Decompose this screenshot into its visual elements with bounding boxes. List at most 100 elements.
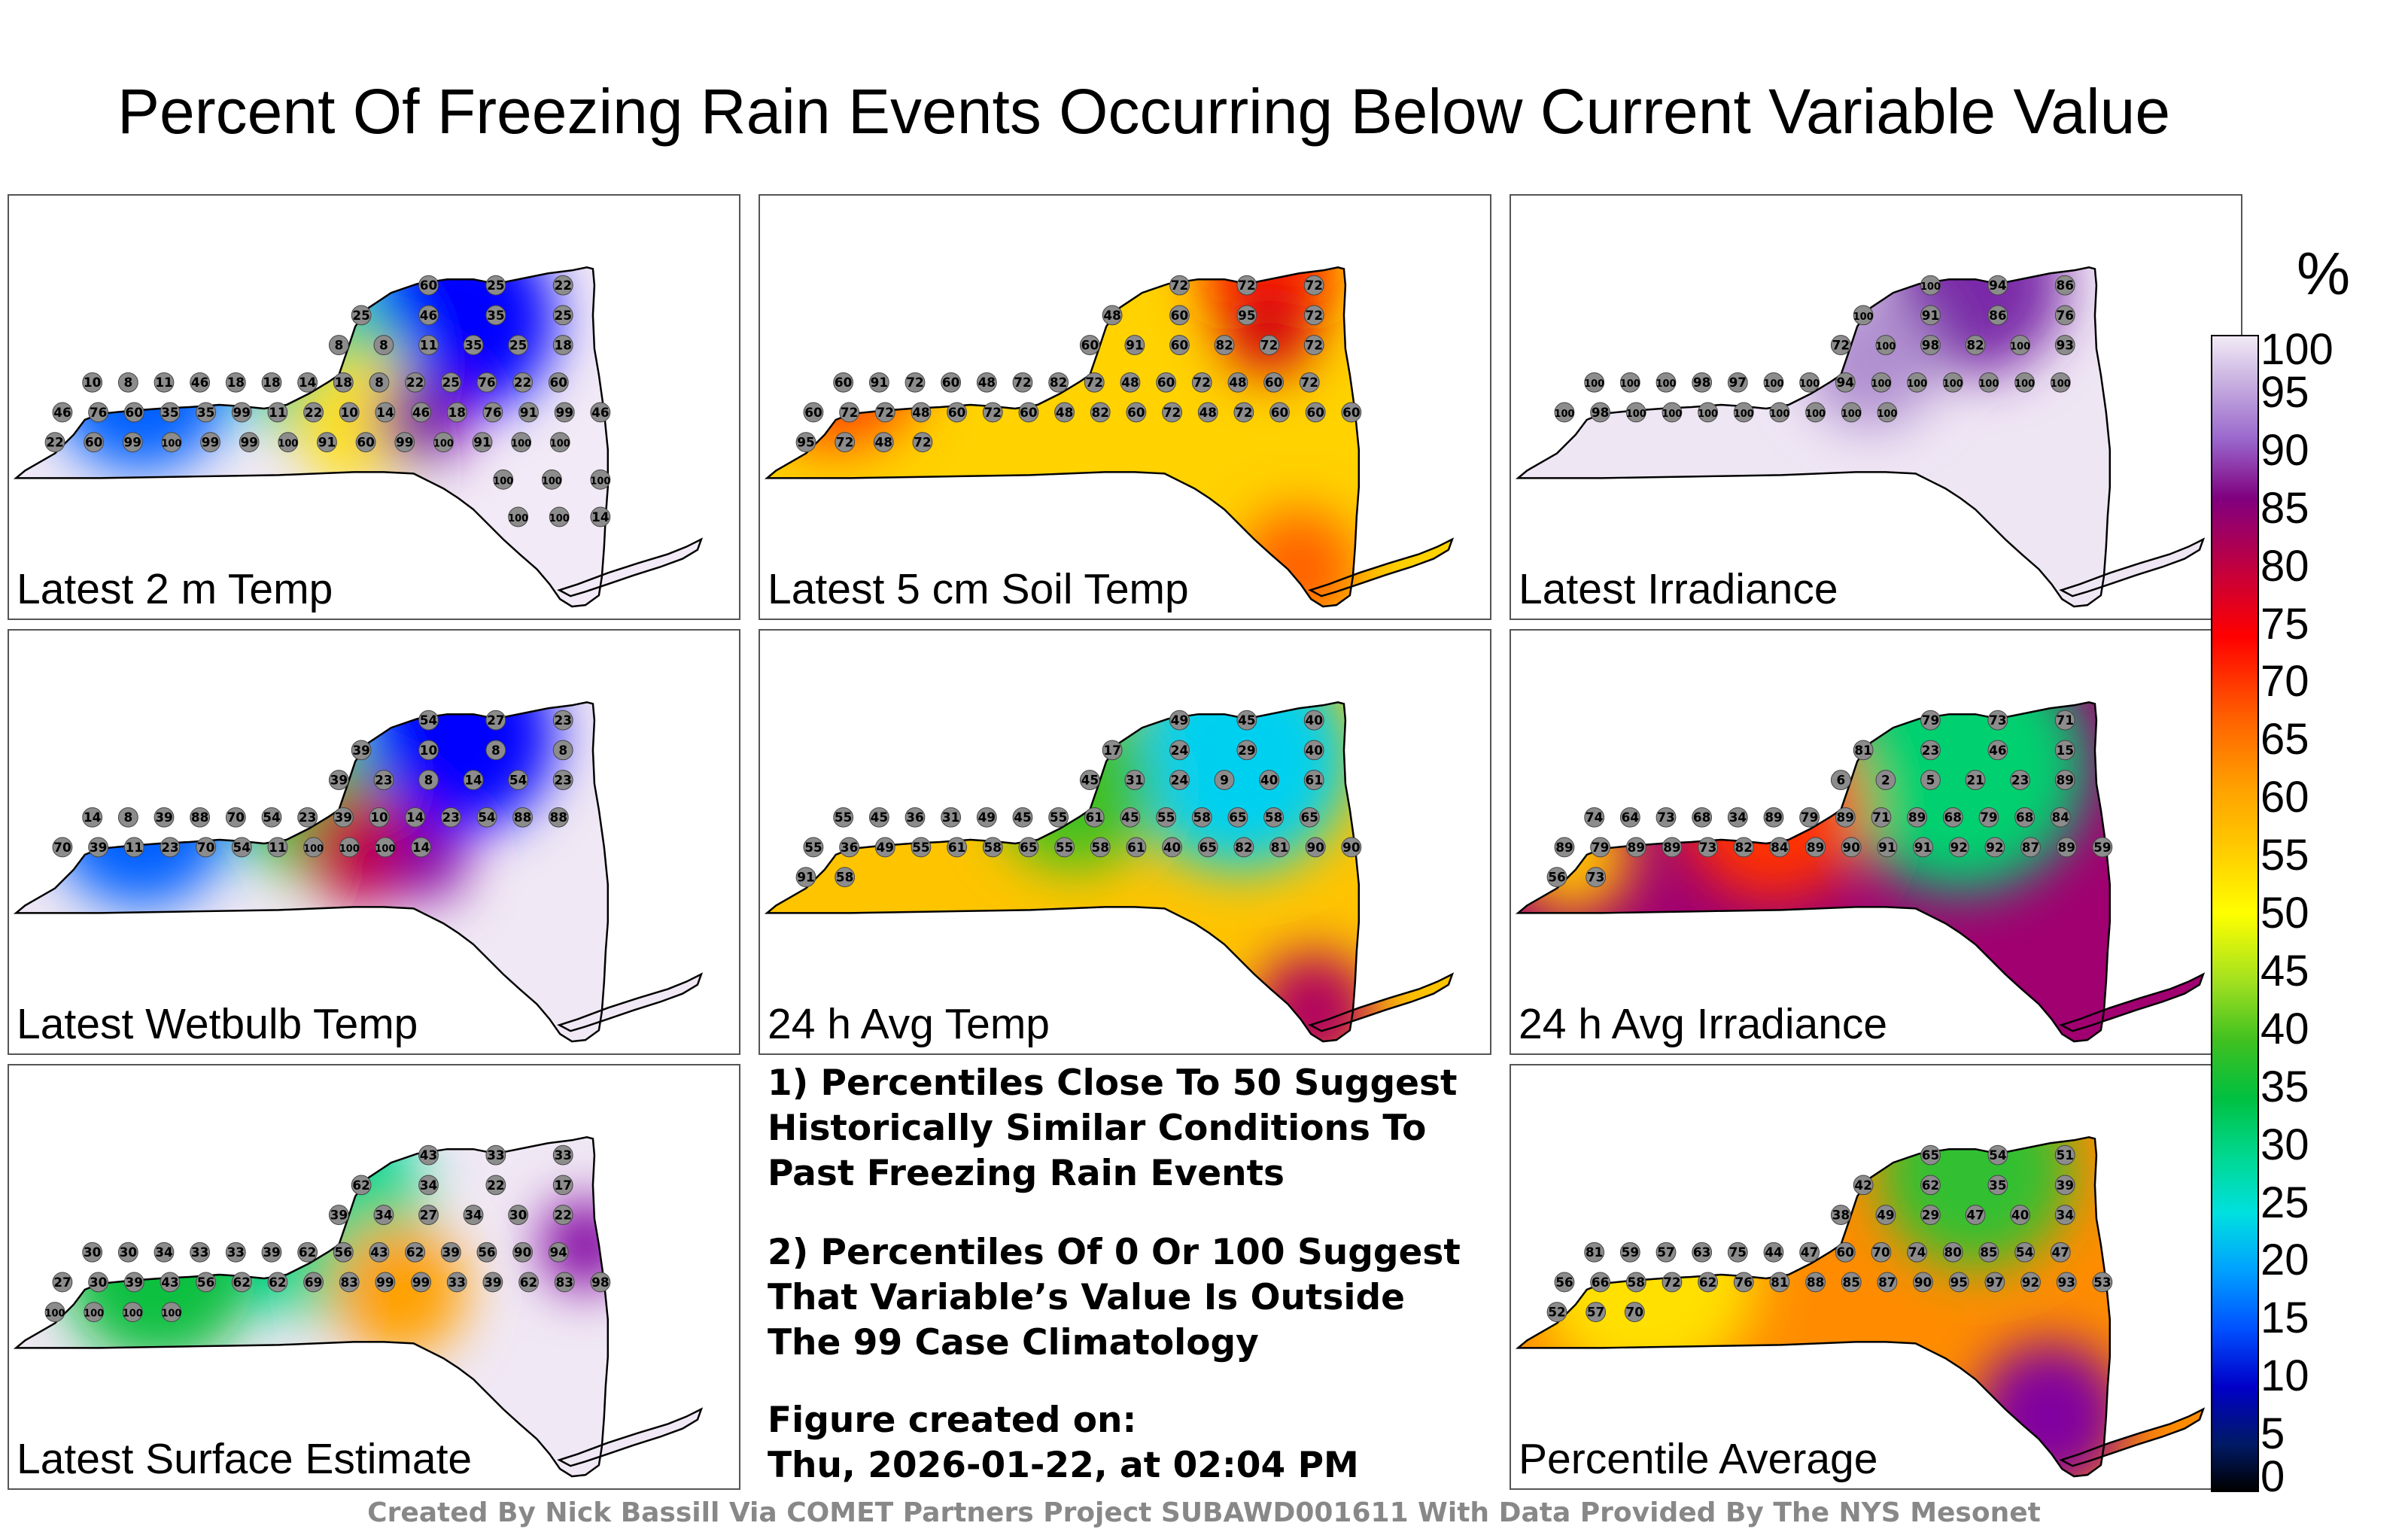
station-dot — [1586, 867, 1607, 888]
station-value: 56 — [197, 1275, 214, 1290]
station-dot — [476, 807, 497, 828]
station-dot — [261, 807, 282, 828]
station-dot — [518, 402, 539, 423]
station-value: 59 — [2093, 840, 2111, 855]
station-value: 14 — [376, 405, 394, 420]
station-dot — [485, 1175, 506, 1196]
station-dot — [485, 740, 506, 761]
station-dot — [405, 372, 426, 393]
station-value: 23 — [2011, 773, 2029, 788]
station-dot — [1835, 1242, 1856, 1263]
station-dot — [1692, 372, 1713, 393]
station-value: 23 — [1922, 743, 1939, 758]
station-value: 39 — [335, 810, 352, 825]
state-outline — [557, 537, 704, 597]
field-blob — [361, 702, 556, 833]
station-dot — [1733, 1272, 1754, 1293]
station-value: 75 — [1729, 1245, 1747, 1260]
station-dot — [1853, 305, 1874, 326]
station-value: 72 — [1832, 338, 1850, 353]
station-value: 72 — [841, 405, 858, 420]
station-value: 47 — [1801, 1245, 1818, 1260]
station-value: 9 — [1220, 773, 1229, 788]
station-value: 14 — [84, 810, 101, 825]
station-value: 68 — [1944, 810, 1962, 825]
station-value: 72 — [1238, 278, 1255, 293]
station-value: 56 — [335, 1245, 352, 1260]
panel-label: Latest Irradiance — [1519, 565, 1838, 613]
station-dot — [161, 432, 182, 453]
station-dot — [52, 837, 73, 858]
station-value: 100 — [84, 1309, 104, 1320]
station-dot — [373, 770, 394, 790]
station-dot — [2010, 335, 2031, 355]
station-dot — [1197, 402, 1218, 423]
station-dot — [88, 837, 109, 858]
station-value: 94 — [1989, 278, 2006, 293]
station-value: 48 — [875, 435, 892, 450]
station-value: 44 — [1765, 1245, 1782, 1260]
station-value: 72 — [1305, 278, 1322, 293]
station-dot — [1984, 837, 2005, 858]
station-value: 21 — [1966, 773, 1984, 788]
station-value: 38 — [1832, 1208, 1850, 1223]
station-value: 43 — [161, 1275, 178, 1290]
station-value: 72 — [1663, 1275, 1680, 1290]
station-dot — [552, 1205, 573, 1225]
station-value: 74 — [1586, 810, 1603, 825]
station-dot — [1263, 372, 1284, 393]
station-value: 99 — [124, 435, 141, 450]
station-dot — [868, 372, 889, 393]
station-value: 35 — [1989, 1178, 2006, 1193]
station-value: 100 — [1584, 378, 1604, 390]
station-value: 22 — [554, 278, 571, 293]
station-value: 48 — [1103, 308, 1120, 323]
note-1-line-2: Historically Similar Conditions To — [768, 1108, 1427, 1149]
station-value: 72 — [984, 405, 1002, 420]
station-value: 52 — [1548, 1305, 1565, 1320]
station-dot — [1124, 335, 1145, 355]
note-2-line-1: 2) Percentiles Of 0 Or 100 Suggest — [768, 1232, 1461, 1273]
station-value: 60 — [85, 435, 102, 450]
station-dot — [1233, 837, 1254, 858]
station-dot — [373, 335, 394, 355]
station-value: 2 — [1881, 773, 1890, 788]
station-value: 72 — [1193, 375, 1211, 390]
station-value: 100 — [1877, 409, 1897, 420]
station-value: 65 — [1020, 840, 1037, 855]
station-dot — [1554, 402, 1575, 423]
station-dot — [905, 372, 926, 393]
station-dot — [196, 1272, 216, 1293]
station-value: 90 — [1342, 840, 1360, 855]
station-value: 54 — [1989, 1147, 2006, 1163]
station-value: 40 — [1260, 773, 1278, 788]
station-value: 76 — [478, 375, 495, 390]
field-background — [1518, 1137, 2203, 1477]
station-dot — [117, 1242, 138, 1263]
station-dot — [122, 1302, 143, 1323]
panel-label: Latest 2 m Temp — [17, 565, 333, 613]
station-value: 84 — [1771, 840, 1788, 855]
field-blob — [391, 825, 467, 900]
station-dot — [160, 837, 181, 858]
station-dot — [2092, 1272, 2113, 1293]
station-value: 60 — [1306, 405, 1324, 420]
station-value: 55 — [912, 840, 929, 855]
station-value: 23 — [442, 810, 460, 825]
station-value: 99 — [412, 1275, 430, 1290]
colorbar-tick-label: 95 — [2261, 367, 2309, 417]
station-dot — [1763, 807, 1784, 828]
station-dot — [1236, 710, 1257, 731]
station-value: 39 — [90, 840, 107, 855]
station-dot — [1805, 837, 1826, 858]
note-2-line-3: The 99 Case Climatology — [768, 1322, 1259, 1363]
field-blob — [1224, 285, 1315, 375]
station-value: 18 — [227, 375, 245, 390]
field-blob — [331, 1222, 467, 1357]
station-dot — [2054, 275, 2075, 296]
station-value: 90 — [514, 1245, 531, 1260]
colorbar-tick-label: 85 — [2261, 483, 2309, 533]
station-dot — [2050, 1242, 2071, 1263]
station-value: 8 — [375, 375, 384, 390]
station-value: 60 — [357, 435, 374, 450]
